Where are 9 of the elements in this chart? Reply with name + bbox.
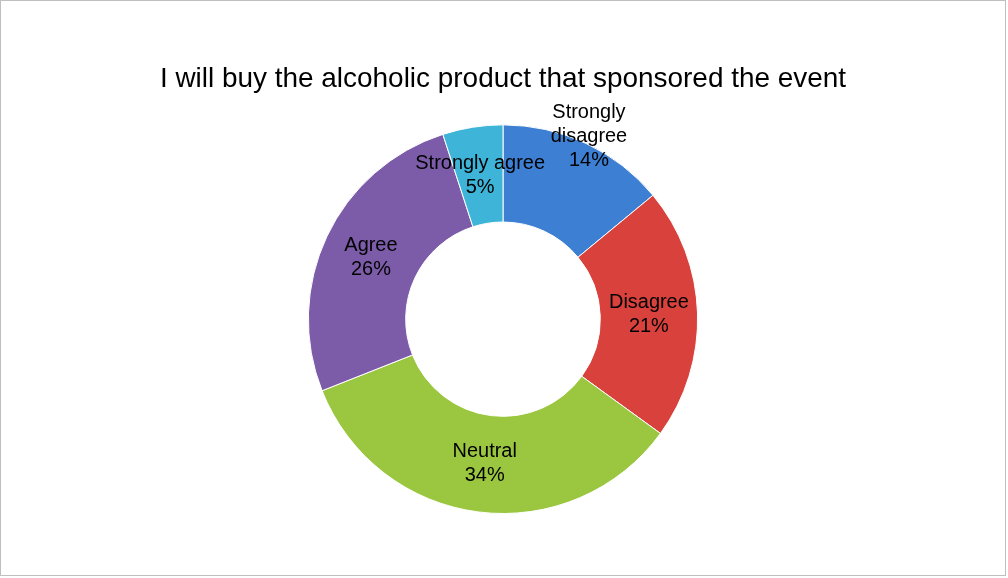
slice-label: Neutral: [452, 439, 517, 462]
chart-title: I will buy the alcoholic product that sponsored the event: [159, 62, 847, 94]
data-label: 26%: [350, 256, 392, 279]
slice-label: Disagree: [608, 290, 689, 313]
data-label: 5%: [465, 174, 495, 197]
slice-label: Agree: [344, 232, 398, 255]
data-label: 21%: [628, 314, 670, 337]
data-label: 14%: [568, 148, 610, 171]
data-label: 34%: [464, 463, 505, 486]
